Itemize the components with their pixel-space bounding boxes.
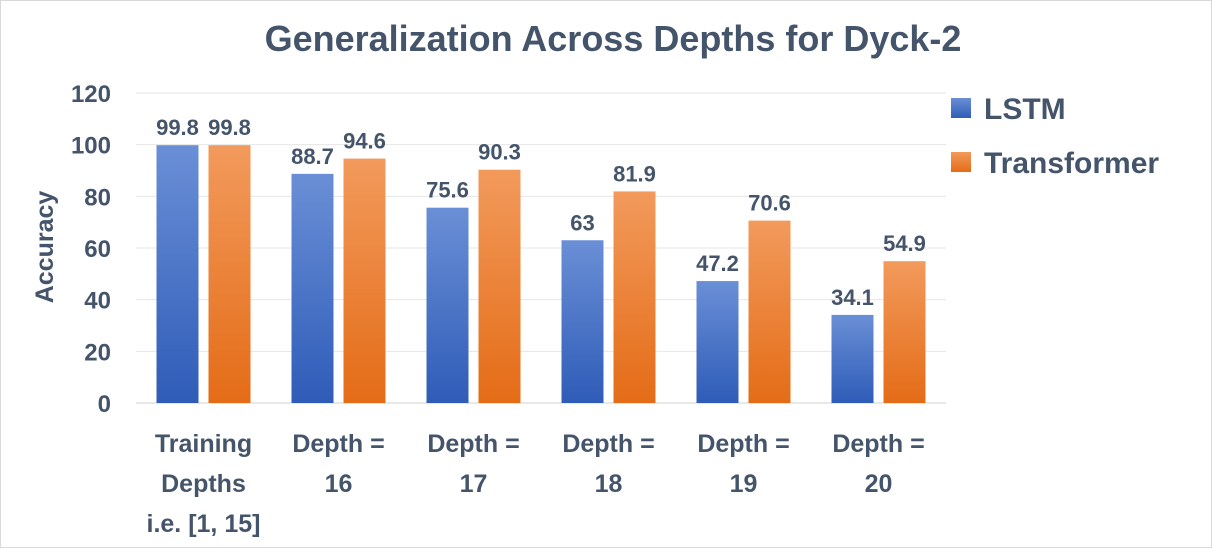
data-label-transformer-2: 90.3 [478,140,521,165]
y-tick-label: 20 [84,339,111,366]
x-category-5: Depth = 20 [832,430,924,498]
bar-transformer-3 [613,191,656,403]
data-label-transformer-0: 99.8 [208,115,251,140]
y-tick-label: 40 [84,288,111,315]
data-label-transformer-4: 70.6 [748,191,791,216]
x-category-label-line: 17 [460,470,488,498]
x-category-label-line: Training [155,430,252,458]
data-label-transformer-5: 54.9 [883,231,926,256]
gridlines [136,92,946,404]
x-category-label-line: i.e. [1, 15] [147,510,261,538]
x-category-label-line: Depth = [697,430,789,458]
bars [156,145,926,403]
data-label-lstm-0: 99.8 [156,115,199,140]
legend-item-transformer: Transformer [951,147,1159,180]
y-tick-label: 60 [84,236,111,263]
y-tick-label: 0 [98,391,111,418]
x-category-label-line: Depth = [427,430,519,458]
bar-lstm-1 [291,173,334,403]
y-tick-label: 120 [71,81,111,108]
bar-lstm-4 [696,281,739,403]
chart-title: Generalization Across Depths for Dyck-2 [265,18,962,59]
x-category-label-line: Depth = [292,430,384,458]
x-category-label-line: Depths [161,470,246,498]
bar-transformer-4 [748,220,791,403]
y-tick-label: 100 [71,133,111,160]
legend-label-transformer: Transformer [984,147,1159,180]
bar-transformer-2 [478,169,521,403]
bar-transformer-0 [208,145,251,403]
x-category-1: Depth = 16 [292,430,384,498]
bar-lstm-5 [831,314,874,403]
x-category-label-line: Depth = [562,430,654,458]
legend-swatch-transformer [951,152,971,172]
bar-lstm-3 [561,240,604,403]
bar-transformer-5 [883,261,926,403]
y-tick-label: 80 [84,184,111,211]
y-axis-ticks: 0 20 40 60 80 100 120 [71,81,111,418]
legend: LSTM Transformer [951,93,1159,180]
data-label-lstm-2: 75.6 [426,178,469,203]
x-category-2: Depth = 17 [427,430,519,498]
data-label-lstm-3: 63 [570,210,594,235]
x-category-3: Depth = 18 [562,430,654,498]
x-category-label-line: Depth = [832,430,924,458]
data-labels: 99.8 99.8 88.7 94.6 75.6 90.3 63 81.9 47.2 70.6 34… [156,115,926,310]
data-label-transformer-3: 81.9 [613,161,656,186]
bar-lstm-2 [426,207,469,403]
legend-item-lstm: LSTM [951,93,1066,126]
legend-label-lstm: LSTM [984,93,1066,126]
x-category-0: Training Depths i.e. [1, 15] [147,430,261,538]
x-category-label-line: 19 [730,470,758,498]
x-category-label-line: 20 [865,470,893,498]
data-label-lstm-1: 88.7 [291,144,334,169]
x-category-label-line: 16 [325,470,353,498]
legend-swatch-lstm [951,98,971,118]
data-label-lstm-5: 34.1 [831,285,874,310]
data-label-lstm-4: 47.2 [696,251,739,276]
data-label-transformer-1: 94.6 [343,129,386,154]
y-axis-label: Accuracy [31,191,59,304]
x-category-label-line: 18 [595,470,623,498]
bar-transformer-1 [343,158,386,403]
x-category-4: Depth = 19 [697,430,789,498]
bar-lstm-0 [156,145,199,403]
